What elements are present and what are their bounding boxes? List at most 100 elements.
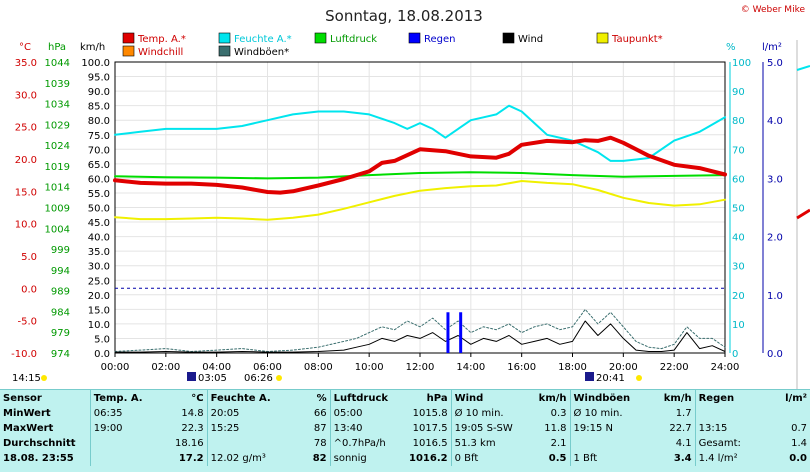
stats-cell: 13:15 xyxy=(694,421,767,436)
stats-header-cell: Luftdruck xyxy=(329,390,404,406)
stats-cell: 19:00 xyxy=(89,421,160,436)
rain-tick-label: 4.0 xyxy=(767,116,783,127)
rain-tick-label: 3.0 xyxy=(767,174,783,185)
stats-cell: 18.16 xyxy=(174,438,204,449)
wind-tick-label: 25.0 xyxy=(88,276,110,287)
x-tick-label: 08:00 xyxy=(304,362,333,373)
legend-swatch-wind xyxy=(502,32,515,44)
pressure-tick-label: 1014 xyxy=(45,183,70,194)
wind-tick-label: 5.0 xyxy=(94,334,110,345)
stats-header-cell: % xyxy=(316,392,327,404)
humidity-tick-label: 90 xyxy=(732,87,745,98)
pressure-tick-label: 979 xyxy=(51,328,70,339)
pressure-tick-label: 1029 xyxy=(45,120,70,131)
stats-row-max: MaxWert 19:00 22.3 15:25 87 13:40 1017.5… xyxy=(0,421,810,436)
wind-tick-label: 80.0 xyxy=(88,116,110,127)
temp-tick-label: -5.0 xyxy=(17,317,37,328)
stats-cell: 1017.5 xyxy=(412,423,448,434)
x-tick-label: 06:00 xyxy=(253,362,282,373)
sunset-icon xyxy=(585,372,594,381)
pressure-axis-unit: hPa xyxy=(48,42,66,53)
x-tick-label: 12:00 xyxy=(406,362,435,373)
stats-row-average: Durchschnitt 18.16 78 ^0.7hPa/h 1016.5 5… xyxy=(0,436,810,451)
humidity-tick-label: 70 xyxy=(732,145,745,156)
stats-header-cell: Feuchte A. xyxy=(206,390,286,406)
legend-label-pressure: Luftdruck xyxy=(330,34,377,45)
pressure-tick-label: 994 xyxy=(51,266,70,277)
stats-cell: Durchschnitt xyxy=(3,438,76,449)
marker-left-dot xyxy=(41,375,47,381)
stats-cell: 17.2 xyxy=(178,453,204,464)
weather-chart: Sonntag, 18.08.2013 © Weber Mike Temp. A… xyxy=(11,5,810,389)
wind-tick-label: 10.0 xyxy=(88,320,110,331)
temp-tick-label: 15.0 xyxy=(15,187,37,198)
rain-tick-label: 0.0 xyxy=(767,349,783,360)
wind-tick-label: 55.0 xyxy=(88,189,110,200)
stats-cell: 66 xyxy=(313,408,327,419)
humidity-axis-unit: % xyxy=(726,42,736,53)
pressure-tick-label: 1034 xyxy=(45,100,70,111)
pressure-axis-ticks: 1044 1039 1034 1029 1024 1019 1014 1009 1004 999 9… xyxy=(45,58,70,360)
stats-cell: 22.3 xyxy=(181,423,204,434)
legend-label-wind: Wind xyxy=(518,34,543,45)
stats-header-cell: hPa xyxy=(426,392,448,404)
wind-tick-label: 40.0 xyxy=(88,233,110,244)
humidity-tick-label: 50 xyxy=(732,204,745,215)
stats-cell xyxy=(569,436,650,451)
humidity-tick-label: 80 xyxy=(732,116,745,127)
wind-tick-label: 95.0 xyxy=(88,73,110,84)
pressure-tick-label: 984 xyxy=(51,307,70,318)
wind-tick-label: 85.0 xyxy=(88,102,110,113)
stats-cell: 2.1 xyxy=(550,438,567,449)
x-tick-label: 16:00 xyxy=(507,362,536,373)
series-line-luftdruck xyxy=(114,171,726,180)
sunrise2-dot xyxy=(276,375,282,381)
wind-tick-label: 65.0 xyxy=(88,160,110,171)
stats-cell: 14.8 xyxy=(181,408,204,419)
wind-tick-label: 90.0 xyxy=(88,87,110,98)
humidity-tick-label: 30 xyxy=(732,262,745,273)
wind-tick-label: 50.0 xyxy=(88,204,110,215)
wind-tick-label: 75.0 xyxy=(88,131,110,142)
pressure-tick-label: 1044 xyxy=(45,58,70,69)
chart-title: Sonntag, 18.08.2013 xyxy=(325,7,483,25)
pressure-tick-label: 989 xyxy=(51,287,70,298)
stats-cell xyxy=(89,436,160,451)
wind-tick-label: 100.0 xyxy=(81,58,110,69)
x-tick-label: 02:00 xyxy=(151,362,180,373)
pressure-tick-label: 1024 xyxy=(45,141,70,152)
series-line-feuchte-a xyxy=(114,104,726,162)
sun-markers: 14:15 03:05 06:26 20:41 xyxy=(12,372,642,384)
humidity-tick-label: 10 xyxy=(732,320,745,331)
wind-tick-label: 20.0 xyxy=(88,291,110,302)
rain-axis-unit: l/m² xyxy=(762,42,782,53)
stats-cell: MinWert xyxy=(3,408,51,419)
stats-header-cell: l/m² xyxy=(785,392,807,404)
humidity-tick-label: 20 xyxy=(732,291,745,302)
temp-tick-label: 0.0 xyxy=(21,284,37,295)
x-tick-label: 00:00 xyxy=(101,362,130,373)
stats-header-cell: km/h xyxy=(663,392,692,404)
wind-axis-ticks: 100.0 95.0 90.0 85.0 80.0 75.0 70.0 65.0 60.0 55.… xyxy=(81,58,110,360)
pressure-tick-label: 974 xyxy=(51,349,70,360)
humidity-tick-label: 0 xyxy=(732,349,738,360)
legend-swatch-humidity xyxy=(218,32,231,44)
x-tick-label: 24:00 xyxy=(711,362,740,373)
rain-bar xyxy=(446,312,450,353)
pressure-tick-label: 999 xyxy=(51,245,70,256)
x-axis-ticks: 00:00 02:00 04:00 06:00 08:00 10:00 12:00 14:00… xyxy=(101,353,740,373)
legend-swatch-dewpoint xyxy=(596,32,609,44)
legend-swatch-pressure xyxy=(314,32,327,44)
temp-tick-label: 5.0 xyxy=(21,252,37,263)
stats-cell: 1.4 xyxy=(791,438,807,449)
stats-header-cell: Temp. A. xyxy=(89,390,160,406)
sunrise2-label: 06:26 xyxy=(244,373,273,384)
stats-cell: 05:00 xyxy=(329,406,404,421)
legend-label-temp: Temp. A.* xyxy=(137,34,186,45)
pressure-tick-label: 1019 xyxy=(45,162,70,173)
chart-gridlines xyxy=(114,61,726,354)
stats-cell: 1016.2 xyxy=(409,453,448,464)
legend-swatch-gusts xyxy=(218,45,231,57)
pressure-tick-label: 1039 xyxy=(45,79,70,90)
stats-cell: 18.08. 23:55 xyxy=(3,453,74,464)
